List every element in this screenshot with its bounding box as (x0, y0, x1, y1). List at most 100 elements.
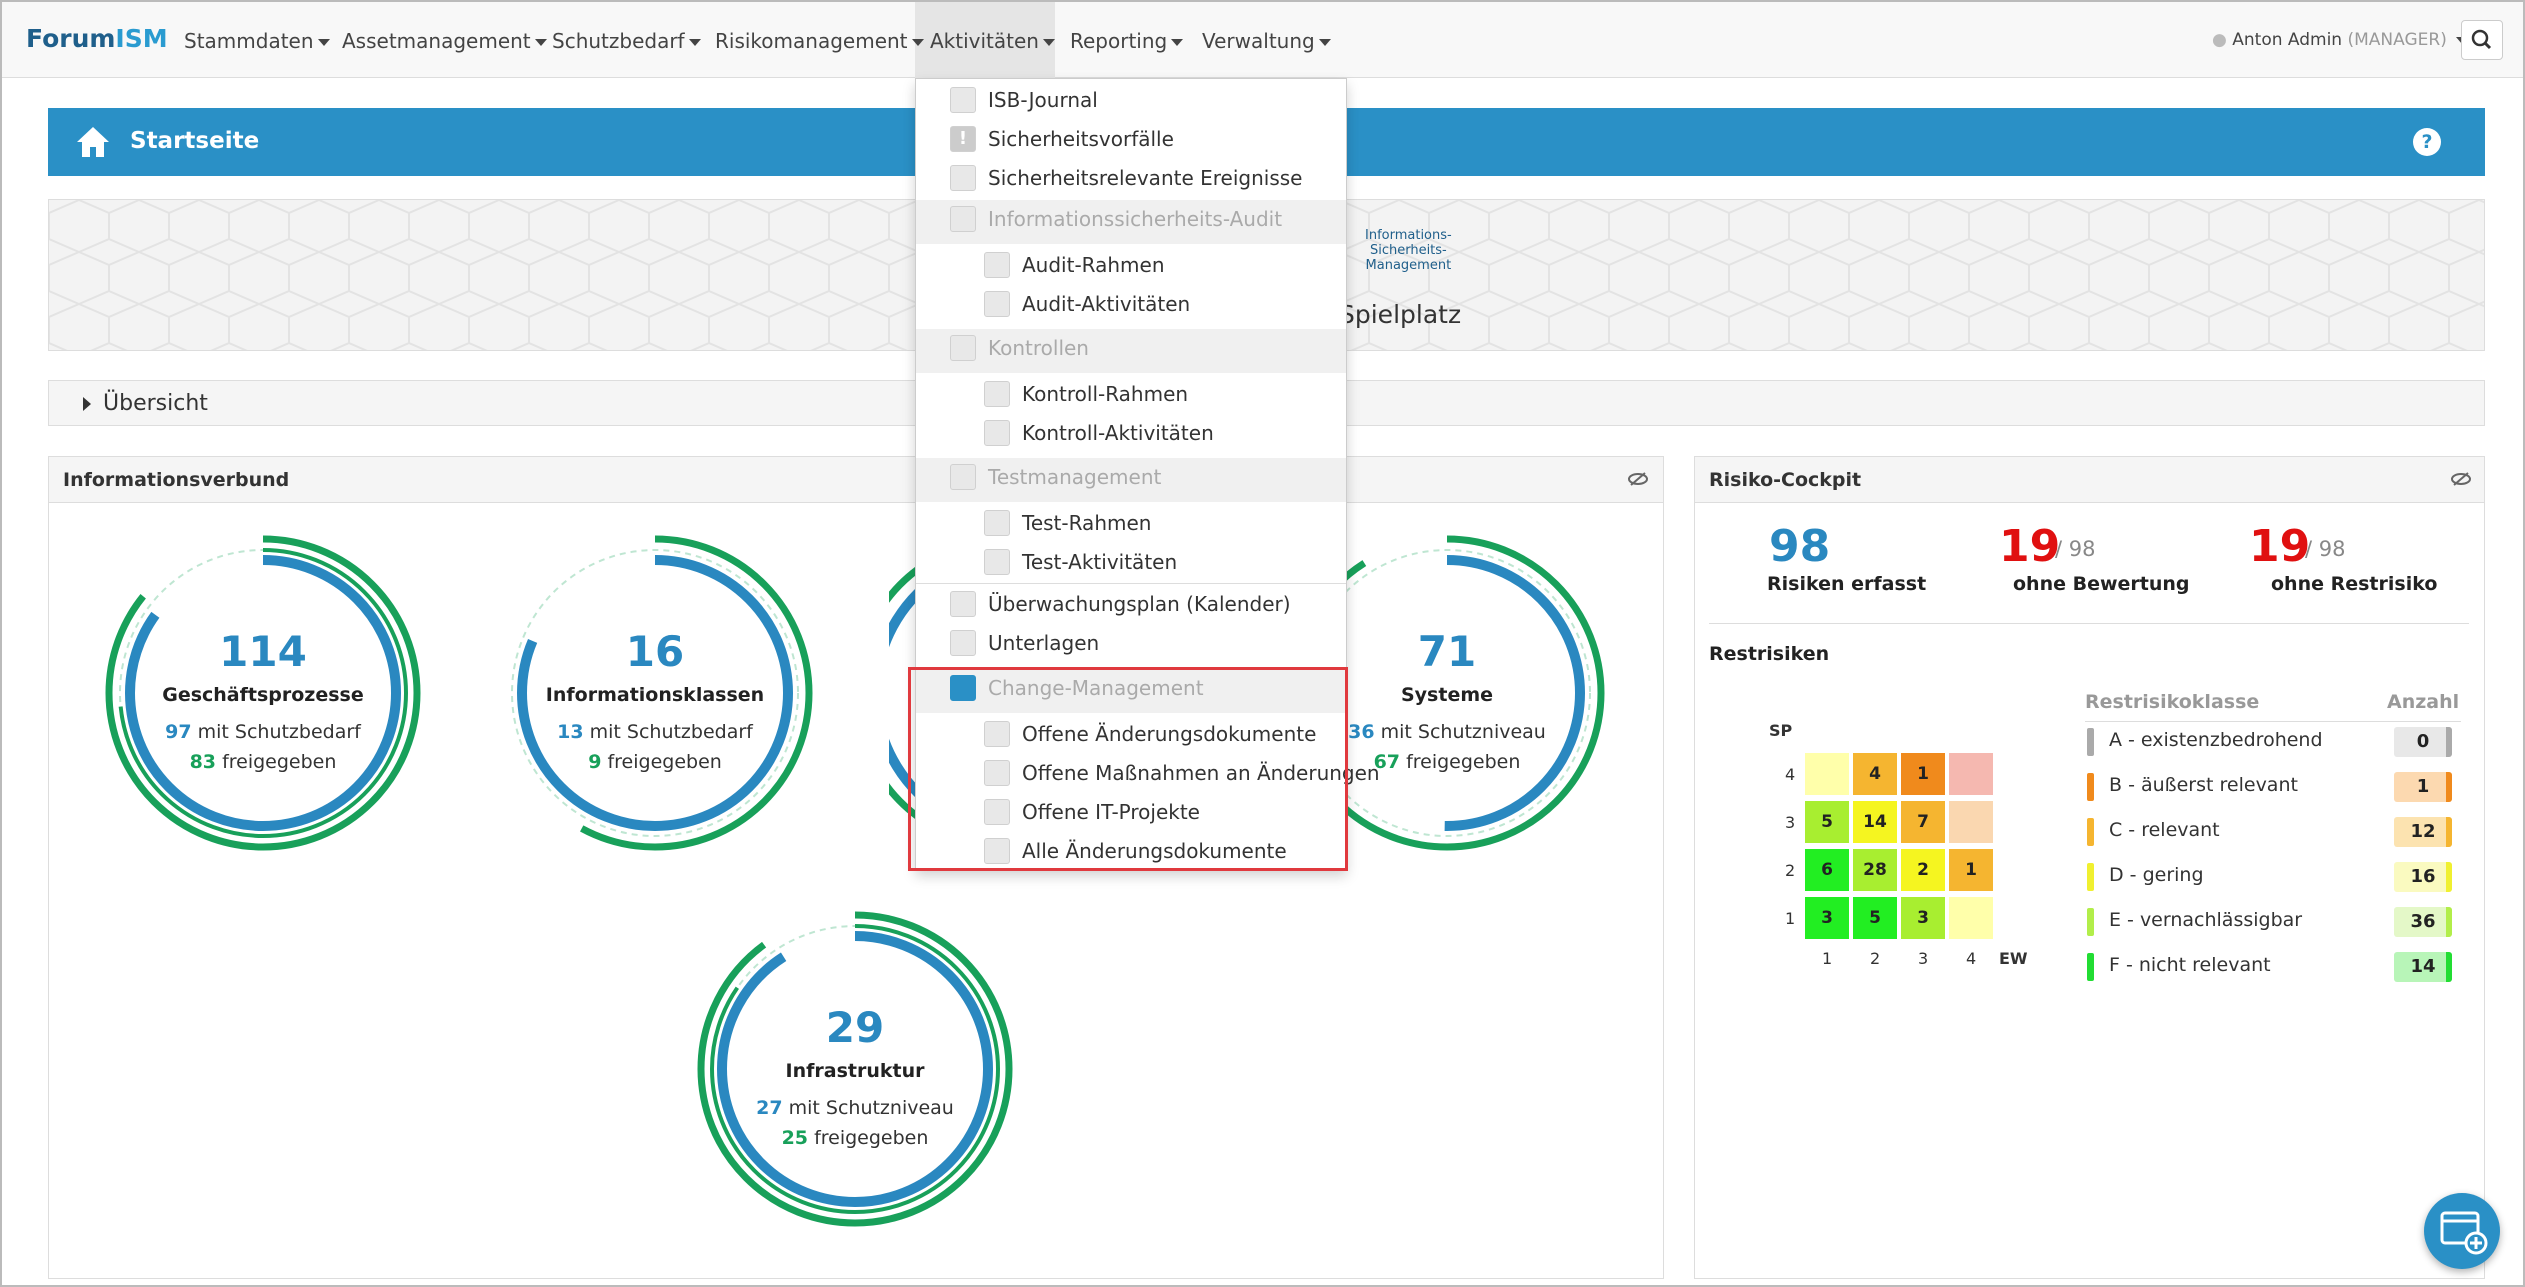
document-icon (950, 165, 976, 191)
matrix-cell[interactable]: 1 (1949, 849, 1993, 891)
matrix-cell[interactable]: 5 (1853, 897, 1897, 939)
circle-stat-line: 25 freigegeben (695, 1127, 1015, 1149)
menu-item-audit-aktivitaeten[interactable]: Audit-Aktivitäten (916, 285, 1346, 323)
ohne-restrisiko-count[interactable]: 19 (2249, 521, 2311, 572)
menu-item-test-aktivitaeten[interactable]: Test-Aktivitäten (916, 543, 1346, 581)
menu-section-audit: Informationssicherheits-Audit (916, 200, 1346, 244)
stat-text: mit Schutzbedarf (583, 721, 753, 743)
nav-label: Verwaltung (1202, 29, 1315, 53)
logo-line: Sicherheits- (1369, 243, 1447, 258)
class-row[interactable]: F - nicht relevant 14 (2087, 947, 2457, 987)
nav-label: Risikomanagement (715, 29, 908, 53)
menu-item-sicherheitsvorfaelle[interactable]: ! Sicherheitsvorfälle (916, 120, 1346, 158)
stat-number: 13 (557, 721, 584, 743)
menu-label: Audit-Rahmen (1022, 253, 1165, 277)
circle-systeme[interactable]: 71 Systeme 36 mit Schutzniveau 67 freige… (1287, 533, 1607, 853)
risiken-erfasst-count[interactable]: 98 (1769, 521, 1831, 572)
menu-section-label: Testmanagement (988, 465, 1162, 489)
menu-item-offene-aenderungsdokumente[interactable]: Offene Änderungsdokumente (916, 715, 1346, 753)
search-icon (2471, 29, 2492, 50)
nav-stammdaten[interactable]: Stammdaten (184, 29, 330, 53)
class-row[interactable]: A - existenzbedrohend 0 (2087, 722, 2457, 762)
menu-item-audit-rahmen[interactable]: Audit-Rahmen (916, 246, 1346, 284)
class-row[interactable]: D - gering 16 (2087, 857, 2457, 897)
stat-number: 36 (1348, 721, 1375, 743)
panel-title: Risiko-Cockpit (1709, 469, 1862, 491)
y-tick: 3 (1785, 813, 1796, 832)
class-color-bar (2087, 728, 2094, 756)
eye-slash-icon[interactable] (2450, 471, 2472, 487)
matrix-cell[interactable] (1805, 753, 1849, 795)
matrix-cell[interactable]: 3 (1901, 897, 1945, 939)
x-tick: 3 (1918, 949, 1929, 968)
matrix-cell[interactable] (1949, 897, 1993, 939)
menu-section-testmanagement: Testmanagement (916, 458, 1346, 502)
circle-infrastruktur[interactable]: 29 Infrastruktur 27 mit Schutzniveau 25 … (695, 909, 1015, 1229)
menu-label: Audit-Aktivitäten (1022, 292, 1191, 316)
divider (1709, 623, 2469, 624)
ohne-restrisiko-total: / 98 (2305, 537, 2346, 561)
stat-number: 25 (781, 1127, 809, 1149)
menu-item-offene-massnahmen[interactable]: Offene Maßnahmen an Änderungen (916, 754, 1380, 792)
nav-label: Stammdaten (184, 29, 314, 53)
nav-aktivitaeten[interactable]: Aktivitäten (930, 29, 1055, 53)
menu-item-offene-it-projekte[interactable]: Offene IT-Projekte (916, 793, 1346, 831)
caret-down-icon (911, 39, 924, 46)
calendar-icon (950, 591, 976, 617)
help-button[interactable]: ? (2413, 128, 2441, 156)
nav-assetmanagement[interactable]: Assetmanagement (342, 29, 547, 53)
matrix-cell[interactable] (1949, 753, 1993, 795)
caret-down-icon (1171, 39, 1184, 46)
document-icon (984, 420, 1010, 446)
menu-item-kontroll-rahmen[interactable]: Kontroll-Rahmen (916, 375, 1346, 413)
class-row[interactable]: B - äußerst relevant 1 (2087, 767, 2457, 807)
nav-reporting[interactable]: Reporting (1070, 29, 1184, 53)
add-widget-button[interactable] (2424, 1193, 2500, 1269)
circle-stat-line: 9 freigegeben (495, 751, 815, 773)
menu-item-kontroll-aktivitaeten[interactable]: Kontroll-Aktivitäten (916, 414, 1346, 452)
menu-item-sicherheitsrelevante-ereignisse[interactable]: Sicherheitsrelevante Ereignisse (916, 159, 1346, 197)
circle-stat-line: 36 mit Schutzniveau (1287, 721, 1607, 743)
nav-risikomanagement[interactable]: Risikomanagement (715, 29, 924, 53)
logo-line: Informations- (1365, 228, 1452, 243)
matrix-cell[interactable] (1949, 801, 1993, 843)
menu-item-unterlagen[interactable]: Unterlagen (916, 624, 1346, 662)
matrix-cell[interactable]: 14 (1853, 801, 1897, 843)
matrix-cell[interactable]: 1 (1901, 753, 1945, 795)
menu-item-alle-aenderungsdokumente[interactable]: Alle Änderungsdokumente (916, 832, 1346, 870)
class-row[interactable]: C - relevant 12 (2087, 812, 2457, 852)
stat-text: freigegeben (601, 751, 722, 773)
circle-informationsklassen[interactable]: 16 Informationsklassen 13 mit Schutzbeda… (495, 533, 815, 853)
circle-geschaeftsprozesse[interactable]: 114 Geschäftsprozesse 97 mit Schutzbedar… (103, 533, 423, 853)
class-count-value: 36 (2410, 911, 2436, 932)
brand-logo[interactable]: ForumISM (26, 24, 168, 53)
y-tick: 2 (1785, 861, 1796, 880)
nav-verwaltung[interactable]: Verwaltung (1202, 29, 1331, 53)
menu-item-isb-journal[interactable]: ISB-Journal (916, 81, 1346, 119)
eye-slash-icon[interactable] (1627, 471, 1649, 487)
menu-item-ueberwachungsplan[interactable]: Überwachungsplan (Kalender) (916, 585, 1346, 623)
class-row[interactable]: E - vernachlässigbar 36 (2087, 902, 2457, 942)
panel-header: Informationsverbund (49, 457, 1663, 503)
search-button[interactable] (2461, 20, 2503, 60)
class-count-edge (2446, 862, 2452, 892)
menu-section-change-management: Change-Management (916, 669, 1346, 713)
matrix-cell[interactable]: 3 (1805, 897, 1849, 939)
matrix-cell[interactable]: 4 (1853, 753, 1897, 795)
matrix-cell[interactable]: 7 (1901, 801, 1945, 843)
menu-section-label: Informationssicherheits-Audit (988, 207, 1283, 231)
nav-schutzbedarf[interactable]: Schutzbedarf (552, 29, 701, 53)
class-count: 1 (2394, 772, 2452, 802)
user-menu[interactable]: ● Anton Admin (MANAGER) (2212, 30, 2469, 50)
stat-number: 27 (756, 1097, 783, 1119)
ohne-bewertung-count[interactable]: 19 (1999, 521, 2061, 572)
matrix-cell[interactable]: 2 (1901, 849, 1945, 891)
caret-down-icon (1042, 39, 1055, 46)
matrix-cell[interactable]: 5 (1805, 801, 1849, 843)
circle-number: 114 (219, 627, 307, 676)
menu-item-test-rahmen[interactable]: Test-Rahmen (916, 504, 1346, 542)
matrix-cell[interactable]: 28 (1853, 849, 1897, 891)
class-count-value: 1 (2416, 776, 2430, 797)
matrix-cell[interactable]: 6 (1805, 849, 1849, 891)
nav-label: Reporting (1070, 29, 1168, 53)
